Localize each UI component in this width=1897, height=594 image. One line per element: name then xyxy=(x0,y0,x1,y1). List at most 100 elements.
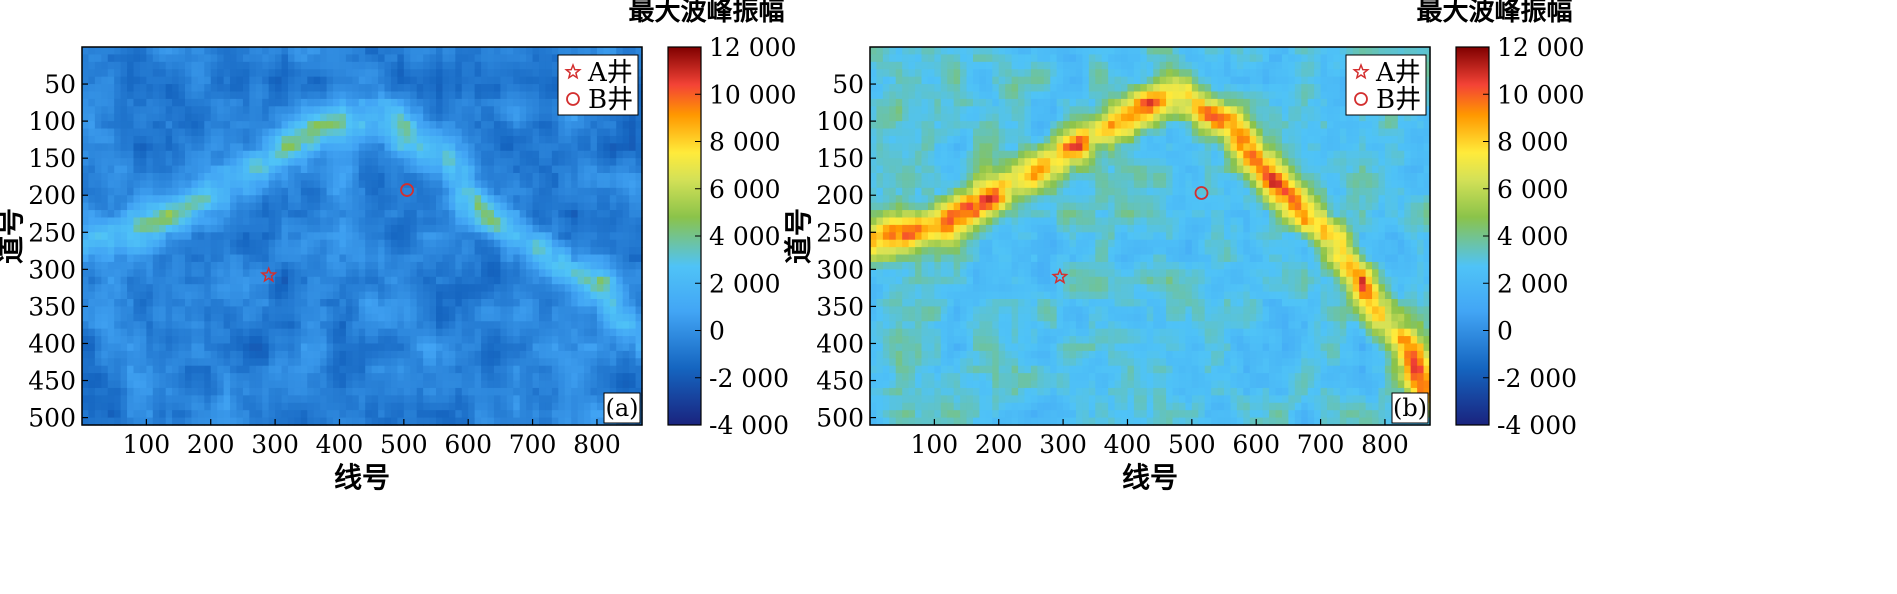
heatmap-cell xyxy=(217,129,224,137)
heatmap-cell xyxy=(902,403,909,411)
heatmap-cell xyxy=(475,99,482,107)
heatmap-cell xyxy=(378,195,385,203)
heatmap-cell xyxy=(870,314,877,322)
heatmap-cell xyxy=(372,277,379,285)
heatmap-cell xyxy=(591,343,598,351)
heatmap-cell xyxy=(224,240,231,248)
heatmap-cell xyxy=(603,151,610,159)
heatmap-cell xyxy=(883,195,890,203)
heatmap-cell xyxy=(294,366,301,374)
heatmap-cell xyxy=(533,158,540,166)
heatmap-cell xyxy=(127,336,134,344)
heatmap-cell xyxy=(500,329,507,337)
heatmap-cell xyxy=(629,166,636,174)
heatmap-cell xyxy=(597,188,604,196)
heatmap-cell xyxy=(166,358,173,366)
heatmap-cell xyxy=(397,410,404,418)
heatmap-cell xyxy=(507,77,514,85)
heatmap-cell xyxy=(153,203,160,211)
heatmap-cell xyxy=(430,166,437,174)
heatmap-cell xyxy=(442,166,449,174)
heatmap-cell xyxy=(108,262,115,270)
heatmap-cell xyxy=(468,210,475,218)
heatmap-cell xyxy=(191,381,198,389)
heatmap-cell xyxy=(82,255,89,263)
heatmap-cell xyxy=(101,69,108,77)
heatmap-cell xyxy=(191,255,198,263)
heatmap-cell xyxy=(915,158,922,166)
heatmap-cell xyxy=(545,47,552,55)
heatmap-cell xyxy=(352,329,359,337)
heatmap-cell xyxy=(339,180,346,188)
heatmap-cell xyxy=(481,166,488,174)
heatmap-cell xyxy=(442,195,449,203)
heatmap-cell xyxy=(481,269,488,277)
heatmap-cell xyxy=(921,314,928,322)
heatmap-cell xyxy=(584,381,591,389)
heatmap-cell xyxy=(449,395,456,403)
heatmap-cell xyxy=(211,358,218,366)
heatmap-cell xyxy=(121,240,128,248)
heatmap-cell xyxy=(513,381,520,389)
heatmap-cell xyxy=(101,262,108,270)
heatmap-cell xyxy=(430,158,437,166)
heatmap-cell xyxy=(262,203,269,211)
heatmap-cell xyxy=(423,203,430,211)
heatmap-cell xyxy=(921,158,928,166)
heatmap-cell xyxy=(108,336,115,344)
heatmap-cell xyxy=(307,410,314,418)
heatmap-cell xyxy=(217,403,224,411)
heatmap-cell xyxy=(314,188,321,196)
heatmap-cell xyxy=(114,232,121,240)
heatmap-cell xyxy=(352,225,359,233)
heatmap-cell xyxy=(455,343,462,351)
heatmap-cell xyxy=(876,314,883,322)
heatmap-cell xyxy=(397,99,404,107)
heatmap-cell xyxy=(121,84,128,92)
heatmap-cell xyxy=(462,217,469,225)
heatmap-cell xyxy=(430,336,437,344)
heatmap-cell xyxy=(262,136,269,144)
heatmap-cell xyxy=(172,114,179,122)
heatmap-cell xyxy=(191,210,198,218)
heatmap-cell xyxy=(462,136,469,144)
heatmap-cell xyxy=(166,54,173,62)
heatmap-cell xyxy=(372,210,379,218)
heatmap-cell xyxy=(494,410,501,418)
heatmap-cell xyxy=(275,136,282,144)
heatmap-cell xyxy=(597,262,604,270)
heatmap-cell xyxy=(211,129,218,137)
heatmap-cell xyxy=(101,284,108,292)
heatmap-cell xyxy=(217,277,224,285)
heatmap-cell xyxy=(108,255,115,263)
heatmap-cell xyxy=(455,366,462,374)
heatmap-cell xyxy=(449,358,456,366)
heatmap-cell xyxy=(526,106,533,114)
heatmap-cell xyxy=(889,358,896,366)
heatmap-cell xyxy=(385,47,392,55)
heatmap-cell xyxy=(591,151,598,159)
heatmap-cell xyxy=(179,351,186,359)
heatmap-cell xyxy=(889,106,896,114)
heatmap-cell xyxy=(140,255,147,263)
heatmap-cell xyxy=(915,217,922,225)
heatmap-cell xyxy=(243,381,250,389)
heatmap-cell xyxy=(552,366,559,374)
heatmap-cell xyxy=(333,269,340,277)
heatmap-cell xyxy=(372,106,379,114)
heatmap-cell xyxy=(616,136,623,144)
heatmap-cell xyxy=(623,269,630,277)
heatmap-cell xyxy=(578,188,585,196)
heatmap-cell xyxy=(902,381,909,389)
heatmap-cell xyxy=(327,262,334,270)
y-tick-label: 300 xyxy=(28,255,76,284)
heatmap-cell xyxy=(133,269,140,277)
heatmap-cell xyxy=(430,277,437,285)
heatmap-cell xyxy=(269,47,276,55)
heatmap-cell xyxy=(153,166,160,174)
heatmap-cell xyxy=(462,269,469,277)
heatmap-cell xyxy=(500,129,507,137)
heatmap-cell xyxy=(146,166,153,174)
heatmap-cell xyxy=(146,373,153,381)
heatmap-cell xyxy=(520,262,527,270)
